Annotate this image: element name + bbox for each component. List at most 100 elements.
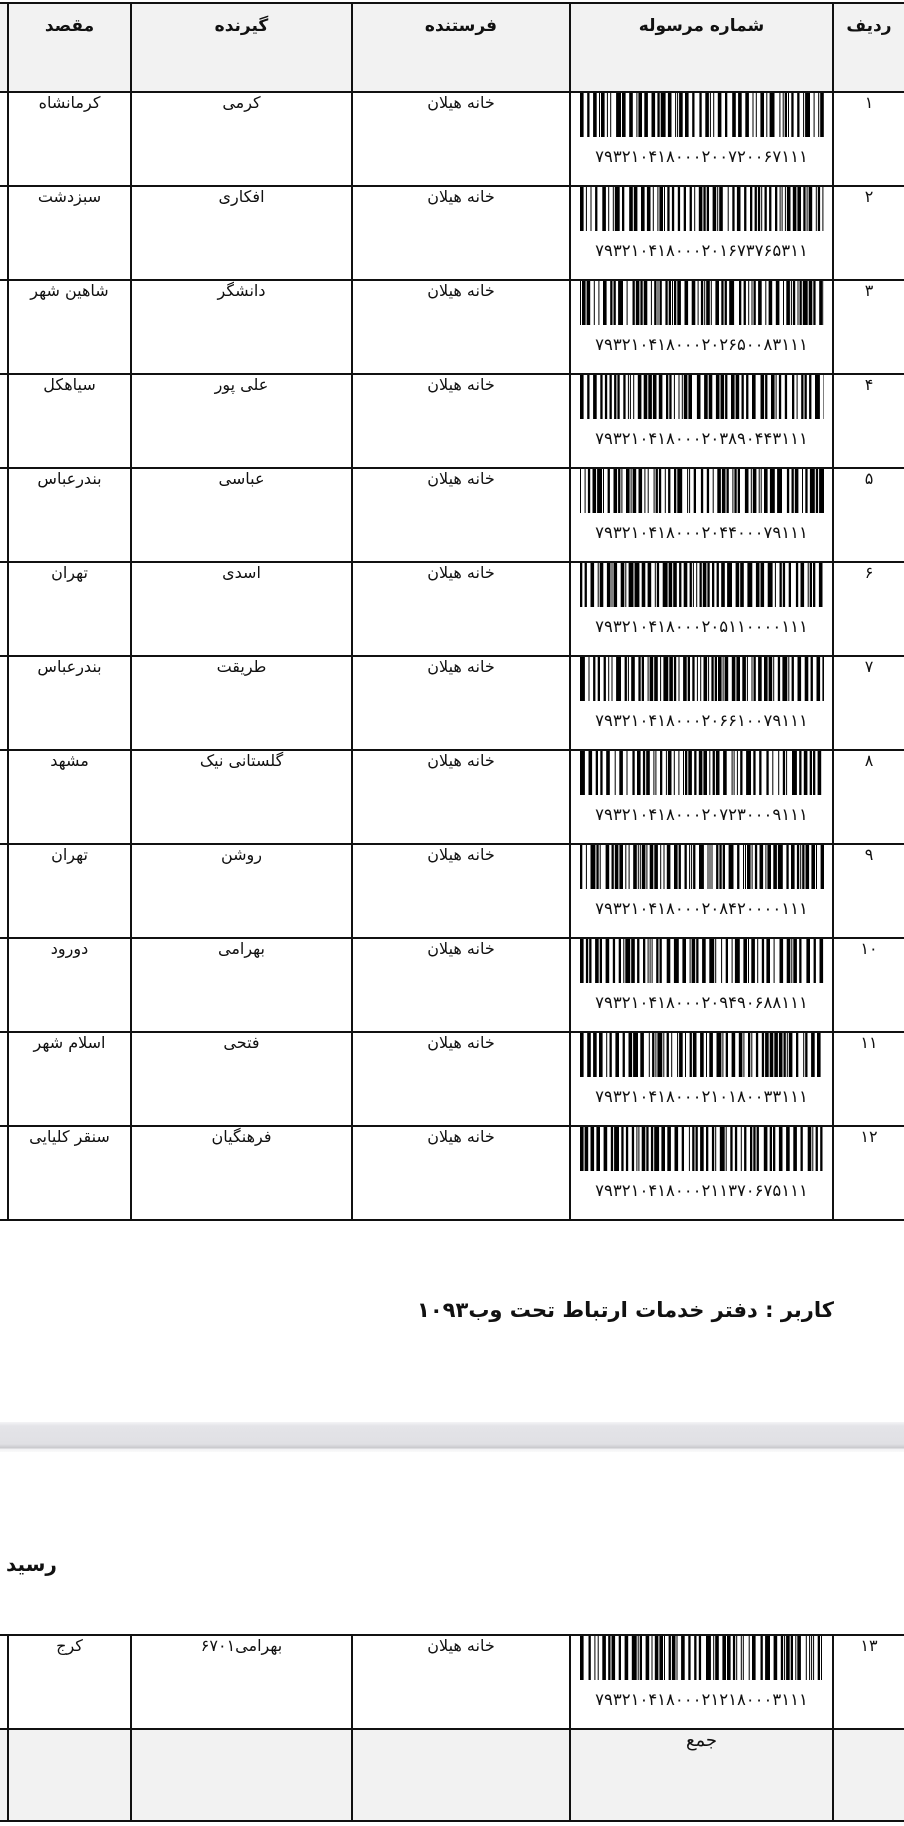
barcode-bar: [790, 845, 795, 889]
barcode-bar: [597, 281, 599, 325]
barcode-bar: [668, 657, 673, 701]
table-row: ۹ ۷۹۳۲۱۰۴۱۸۰۰۰۲۰۸۴۲۰۰۰۰۱۱۱ خانه هیلان روشن ت…: [0, 843, 904, 939]
barcode: [579, 1033, 821, 1077]
barcode-bar: [714, 657, 717, 701]
barcode-bar: [595, 845, 599, 889]
barcode-bar: [779, 939, 783, 983]
sender: خانه هیلان: [351, 467, 571, 563]
tracking-cell: ۷۹۳۲۱۰۴۱۸۰۰۰۲۰۹۴۹۰۶۸۸۱۱۱: [569, 937, 834, 1033]
barcode-bar: [805, 939, 810, 983]
barcode-bar: [759, 845, 763, 889]
tracking-number: ۷۹۳۲۱۰۴۱۸۰۰۰۲۰۷۲۳۰۰۰۹۱۱۱: [595, 805, 808, 824]
destination: بندرعباس: [7, 467, 132, 563]
barcode-bar: [712, 1636, 714, 1680]
barcode-bar: [637, 845, 639, 889]
barcode-bar: [751, 845, 753, 889]
barcode-bar: [632, 375, 634, 419]
table-row: ۳ ۷۹۳۲۱۰۴۱۸۰۰۰۲۰۲۶۵۰۰۸۳۱۱۱ خانه هیلان دانشگ…: [0, 279, 904, 375]
barcode-bar: [755, 1033, 758, 1077]
barcode-bar: [620, 469, 622, 513]
barcode-bar: [803, 751, 807, 795]
barcode-bar: [768, 281, 772, 325]
barcode-bar: [706, 469, 709, 513]
barcode-bar: [611, 657, 612, 701]
barcode-bar: [740, 1636, 742, 1680]
barcode-bar: [742, 939, 747, 983]
barcode-bar: [792, 187, 796, 231]
barcode-bar: [756, 939, 758, 983]
barcode-bar: [653, 469, 655, 513]
barcode-bar: [588, 1636, 591, 1680]
destination: مشهد: [7, 749, 132, 845]
barcode-bar: [768, 657, 772, 701]
barcode-bar: [614, 187, 620, 231]
tracking-cell: ۷۹۳۲۱۰۴۱۸۰۰۰۲۰۶۶۱۰۰۷۹۱۱۱: [569, 655, 834, 751]
barcode-bar: [599, 563, 603, 607]
barcode-bar: [703, 657, 707, 701]
barcode-bar: [747, 1033, 750, 1077]
barcode-bar: [781, 657, 787, 701]
row-number: ۷: [832, 655, 904, 751]
barcode-bar: [736, 845, 739, 889]
barcode-bar: [804, 93, 810, 137]
barcode-bar: [700, 281, 703, 325]
barcode-bar: [725, 939, 728, 983]
barcode-bar: [784, 187, 786, 231]
barcode-bar: [592, 469, 596, 513]
barcode-bar: [597, 657, 600, 701]
barcode-bar: [802, 1033, 804, 1077]
barcode-bar: [802, 281, 808, 325]
barcode-bar: [654, 1033, 656, 1077]
barcode: [579, 751, 821, 795]
barcode-bar: [817, 93, 819, 137]
barcode-bar: [773, 939, 775, 983]
barcode: [579, 375, 824, 419]
barcode-bar: [657, 281, 658, 325]
barcode-bar: [667, 751, 671, 795]
barcode-bar: [800, 375, 803, 419]
sender: خانه هیلان: [351, 1031, 571, 1127]
barcode-bar: [690, 845, 692, 889]
barcode-bar: [587, 469, 590, 513]
barcode-bar: [790, 1636, 793, 1680]
barcode-bar: [673, 939, 679, 983]
barcode-bar: [758, 469, 760, 513]
barcode-bar: [670, 1033, 672, 1077]
cut-column-cell: [0, 655, 9, 751]
barcode-bar: [609, 1033, 612, 1077]
barcode-bar: [782, 751, 785, 795]
recipient: اسدی: [130, 561, 353, 657]
barcode-bar: [581, 281, 586, 325]
barcode-bar: [769, 1033, 773, 1077]
barcode-bar: [691, 93, 694, 137]
barcode-bar: [585, 845, 587, 889]
barcode-bar: [818, 563, 822, 607]
barcode-bar: [724, 281, 727, 325]
barcode-bar: [636, 939, 639, 983]
table-row: ۸ ۷۹۳۲۱۰۴۱۸۰۰۰۲۰۷۲۳۰۰۰۹۱۱۱ خانه هیلان گلستا…: [0, 749, 904, 845]
table-row: ۱۳ ۷۹۳۲۱۰۴۱۸۰۰۰۲۱۲۱۸۰۰۰۳۱۱۱ خانه هیلان بهرا…: [0, 1634, 904, 1730]
barcode-bar: [790, 281, 792, 325]
barcode-bar: [605, 939, 609, 983]
total-cell: [7, 1728, 132, 1822]
barcode-bar: [637, 657, 641, 701]
barcode-bar: [778, 1127, 782, 1171]
barcode-bar: [722, 657, 724, 701]
barcode-bar: [647, 375, 652, 419]
barcode-bar: [785, 281, 790, 325]
barcode-bar: [606, 93, 608, 137]
barcode-bar: [719, 1127, 725, 1171]
barcode-bar: [790, 939, 792, 983]
barcode-bar: [659, 751, 662, 795]
barcode-bar: [645, 751, 650, 795]
barcode-bar: [658, 187, 663, 231]
barcode-bar: [693, 469, 696, 513]
barcode-bar: [635, 93, 637, 137]
barcode-bar: [770, 375, 775, 419]
barcode-bar: [662, 1033, 664, 1077]
barcode-bar: [584, 563, 587, 607]
barcode-bar: [725, 1127, 727, 1171]
barcode-bar: [658, 469, 661, 513]
barcode-bar: [621, 187, 624, 231]
barcode-bar: [798, 751, 801, 795]
